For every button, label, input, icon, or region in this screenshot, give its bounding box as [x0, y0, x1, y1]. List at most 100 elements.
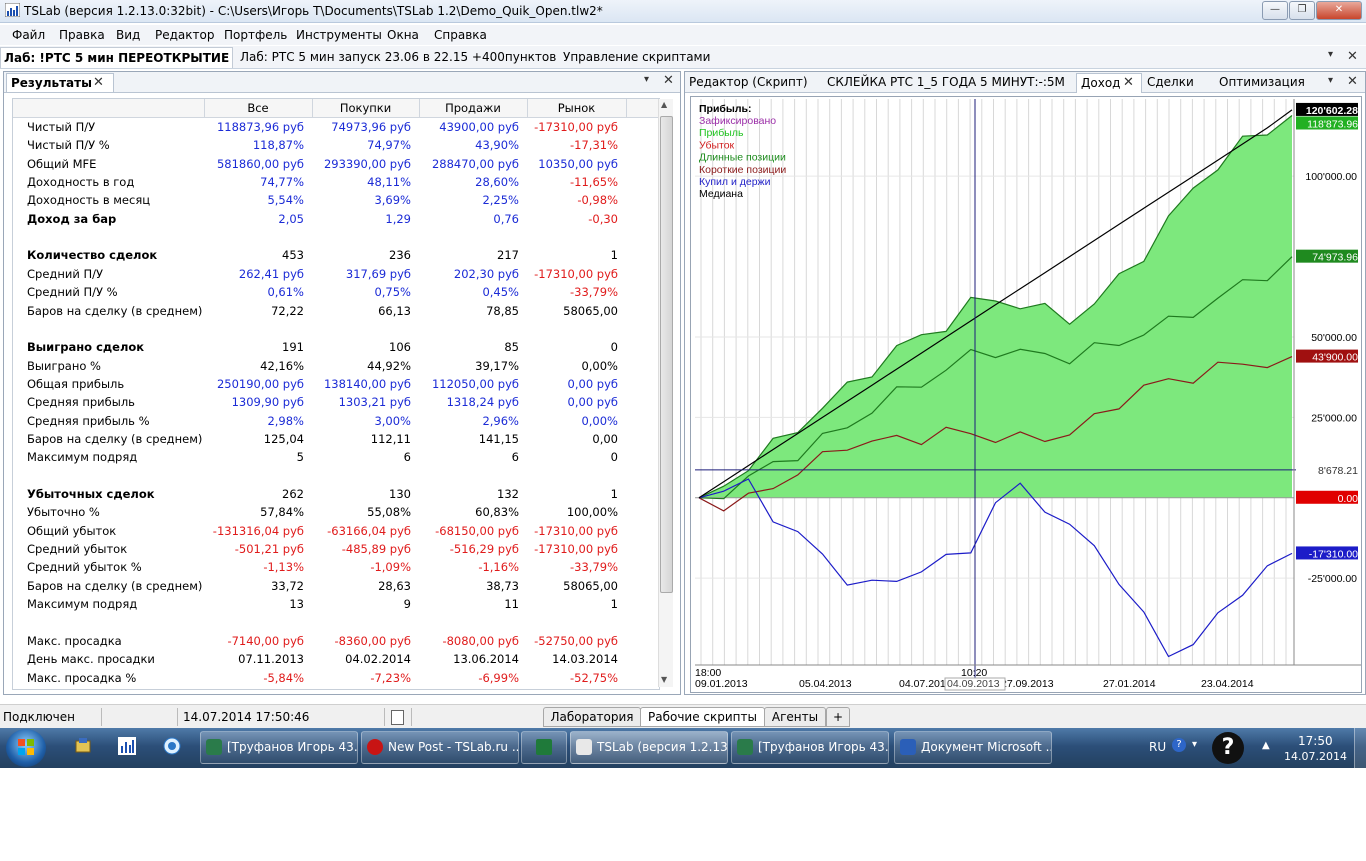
quick-launch-messenger-icon[interactable] — [163, 737, 181, 755]
results-scrollbar[interactable]: ▲ ▼ — [658, 99, 673, 687]
menu-view[interactable]: Вид — [116, 28, 141, 42]
tab-menu-icon[interactable]: ▾ — [1328, 49, 1334, 60]
row-label: Средняя прибыль — [27, 395, 135, 410]
menu-portfolio[interactable]: Портфель — [224, 28, 288, 42]
table-row: Убыточных сделок 262 130 132 1 — [13, 485, 659, 503]
table-row: Баров на сделку (в среднем) 125,04 112,11 1… — [13, 430, 659, 448]
menu-file[interactable]: Файл — [12, 28, 46, 42]
menu-editor[interactable]: Редактор — [155, 28, 215, 42]
show-hidden-icons-icon[interactable]: ▲ — [1262, 740, 1270, 751]
close-results-icon[interactable]: ✕ — [93, 75, 104, 90]
row-value: -52750,00 руб — [534, 633, 618, 648]
value-label-total: 118'873.96 — [1307, 118, 1358, 130]
row-value: 42,16% — [260, 358, 304, 373]
legend-entry: Зафиксировано — [699, 115, 776, 127]
taskbar-item-qip-1[interactable]: [Труфанов Игорь 43... — [200, 731, 358, 764]
minimize-button[interactable]: — — [1262, 1, 1288, 20]
tab-lab-active[interactable]: Лаб: !РТС 5 мин ПЕРЕОТКРЫТИЕ — [0, 47, 233, 68]
series-line-4 — [698, 109, 1293, 499]
row-value: 118,87% — [252, 138, 304, 153]
tab-working-scripts[interactable]: Рабочие скрипты — [640, 707, 765, 727]
tab-income[interactable]: Доход ✕ — [1076, 73, 1142, 93]
legend-entry: Убыток — [699, 139, 735, 151]
table-row: Средний убыток -501,21 руб -485,89 руб -516… — [13, 540, 659, 558]
row-value: -33,79% — [570, 560, 618, 575]
scrollbar-thumb[interactable] — [660, 116, 673, 593]
quick-launch-tslab-icon[interactable] — [118, 737, 136, 755]
close-window-button[interactable]: ✕ — [1316, 1, 1362, 20]
tab-laboratory[interactable]: Лаборатория — [543, 707, 641, 727]
help-small-icon[interactable]: ? — [1172, 738, 1186, 752]
language-indicator[interactable]: RU — [1149, 740, 1167, 754]
legend-entry: Короткие позиции — [699, 164, 786, 176]
close-panel-icon[interactable]: ✕ — [663, 73, 674, 88]
help-icon[interactable]: ? — [1212, 732, 1244, 764]
tab-lab-active-label: Лаб: !РТС 5 мин ПЕРЕОТКРЫТИЕ — [4, 51, 230, 65]
row-value: 100,00% — [566, 505, 618, 520]
tab-results[interactable]: Результаты ✕ — [6, 73, 114, 92]
close-doc-tab-icon[interactable]: ✕ — [1347, 49, 1358, 64]
row-value: 5 — [296, 450, 304, 465]
col-header-buys[interactable]: Покупки — [339, 101, 392, 115]
income-chart[interactable]: 100'000.00 50'000.00 25'000.00 -25'000.00 12… — [690, 96, 1362, 693]
start-button[interactable] — [6, 729, 46, 767]
tab-agents[interactable]: Агенты — [764, 707, 826, 727]
y-tick-label: 100'000.00 — [1305, 171, 1357, 183]
tray-chevron-icon[interactable]: ▾ — [1192, 739, 1198, 750]
row-label: Чистый П/У % — [27, 138, 110, 153]
table-row: Средний П/У 262,41 руб 317,69 руб 202,30 ру… — [13, 265, 659, 283]
close-chart-panel-icon[interactable]: ✕ — [1347, 74, 1358, 89]
taskbar-item-word[interactable]: Документ Microsoft ... — [894, 731, 1052, 764]
row-value: 0,00 руб — [567, 376, 618, 391]
maximize-button[interactable]: ❐ — [1289, 1, 1315, 20]
value-label-box — [1296, 546, 1358, 560]
clock-date[interactable]: 14.07.2014 — [1284, 750, 1347, 763]
menu-windows[interactable]: Окна — [387, 28, 419, 42]
row-value: 5,54% — [267, 193, 304, 208]
menu-edit[interactable]: Правка — [59, 28, 105, 42]
tab-script-editor[interactable]: Редактор (Скрипт) — [689, 75, 808, 89]
tab-script-manager[interactable]: Управление скриптами — [563, 50, 711, 64]
chart-panel-menu-icon[interactable]: ▾ — [1328, 75, 1334, 86]
col-header-sells[interactable]: Продажи — [445, 101, 501, 115]
taskbar-item-excel[interactable] — [521, 731, 567, 764]
tab-script-name[interactable]: СКЛЕЙКА РТС 1_5 ГОДА 5 МИНУТ:-:5M — [827, 75, 1065, 89]
row-value: 55,08% — [367, 505, 411, 520]
menu-tools[interactable]: Инструменты — [296, 28, 382, 42]
tab-lab-second[interactable]: Лаб: РТС 5 мин запуск 23.06 в 22.15 +400… — [240, 50, 557, 64]
taskbar-item-opera[interactable]: New Post - TSLab.ru ... — [361, 731, 519, 764]
document-icon[interactable] — [391, 710, 404, 725]
row-value: -516,29 руб — [449, 542, 519, 557]
row-value: 191 — [282, 340, 304, 355]
menu-help[interactable]: Справка — [434, 28, 487, 42]
show-desktop-button[interactable] — [1354, 728, 1366, 768]
row-label: Макс. просадка % — [27, 670, 137, 685]
scroll-down-icon[interactable]: ▼ — [661, 675, 668, 684]
clock-time[interactable]: 17:50 — [1298, 734, 1333, 748]
table-row: Средняя прибыль % 2,98% 3,00% 2,96% 0,00% — [13, 412, 659, 430]
row-label: Баров на сделку (в среднем) — [27, 303, 203, 318]
taskbar-item-label: Документ Microsoft ... — [921, 740, 1052, 754]
scroll-up-icon[interactable]: ▲ — [661, 100, 668, 109]
income-chart-svg[interactable]: 100'000.00 50'000.00 25'000.00 -25'000.00 12… — [691, 97, 1361, 692]
tab-optimization[interactable]: Оптимизация — [1219, 75, 1305, 89]
title-bar: TSLab (версия 1.2.13.0:32bit) - C:\Users… — [0, 0, 1366, 23]
series-line-3 — [698, 478, 1293, 658]
row-label: Количество сделок — [27, 248, 158, 263]
row-value: 1303,21 руб — [338, 395, 411, 410]
row-label: Средняя прибыль % — [27, 413, 150, 428]
value-label-box — [1296, 349, 1358, 363]
close-income-icon[interactable]: ✕ — [1123, 75, 1134, 90]
row-value: -17310,00 руб — [534, 542, 618, 557]
table-row — [13, 467, 659, 485]
row-value: 2,25% — [482, 193, 519, 208]
col-header-market[interactable]: Рынок — [557, 101, 596, 115]
quick-launch-app-icon[interactable] — [74, 737, 92, 755]
tab-deals[interactable]: Сделки — [1147, 75, 1194, 89]
legend-entry: Длинные позиции — [699, 152, 786, 164]
add-tab-button[interactable]: + — [826, 707, 850, 727]
taskbar-item-tslab[interactable]: TSLab (версия 1.2.13... — [570, 731, 728, 764]
col-header-all[interactable]: Все — [247, 101, 269, 115]
taskbar-item-qip-2[interactable]: [Труфанов Игорь 43... — [731, 731, 889, 764]
panel-menu-icon[interactable]: ▾ — [644, 74, 650, 85]
